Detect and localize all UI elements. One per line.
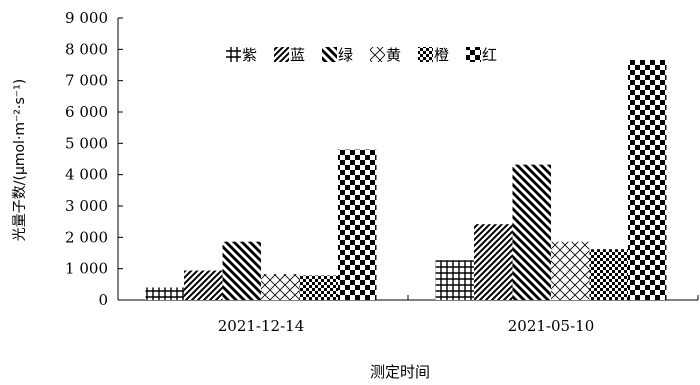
y-tick-label: 9 000	[65, 9, 108, 27]
bar	[222, 241, 261, 300]
bar	[551, 241, 590, 300]
y-tick-label: 8 000	[65, 40, 108, 58]
y-tick-label: 7 000	[65, 72, 108, 90]
bar	[589, 249, 628, 300]
x-axis-label: 测定时间	[370, 363, 430, 381]
legend-label: 黄	[386, 46, 401, 64]
bar	[628, 59, 667, 301]
legend-swatch	[274, 47, 289, 62]
legend-label: 橙	[434, 46, 449, 64]
y-axis-label-group: 光量子数/(μmol·m⁻²·s⁻¹)	[12, 79, 28, 241]
bar	[474, 224, 513, 300]
y-tick-label: 5 000	[65, 134, 108, 152]
legend-swatch	[370, 47, 385, 62]
legend-swatch	[226, 47, 241, 62]
bars	[145, 59, 667, 301]
legend-label: 红	[482, 46, 497, 64]
x-tick-label: 2021-05-10	[508, 317, 594, 335]
bar	[145, 287, 184, 300]
y-axis-ticks: 0 1 000 2 000 3 000 4 000 5 000 6 000 7 000 8 00…	[65, 9, 123, 309]
bar	[512, 164, 551, 300]
y-tick-label: 6 000	[65, 103, 108, 121]
bar	[435, 260, 474, 300]
x-axis-ticks: 2021-12-14 2021-05-10	[218, 295, 699, 335]
y-axis-label: 光量子数/(μmol·m⁻²·s⁻¹)	[12, 79, 28, 241]
bar	[338, 149, 377, 300]
y-tick-label: 2 000	[65, 228, 108, 246]
bar	[184, 270, 223, 300]
y-tick-label: 4 000	[65, 166, 108, 184]
legend-label: 紫	[242, 46, 257, 64]
bar	[299, 275, 338, 300]
legend: 紫蓝绿黄橙红	[226, 46, 497, 64]
legend-swatch	[322, 47, 337, 62]
y-tick-label: 1 000	[65, 260, 108, 278]
legend-swatch	[466, 47, 481, 62]
legend-label: 蓝	[290, 46, 305, 64]
x-tick-label: 2021-12-14	[218, 317, 304, 335]
bar	[261, 273, 300, 300]
y-tick-label: 3 000	[65, 197, 108, 215]
legend-label: 绿	[338, 46, 353, 64]
y-tick-label: 0	[98, 291, 108, 309]
legend-swatch	[418, 47, 433, 62]
